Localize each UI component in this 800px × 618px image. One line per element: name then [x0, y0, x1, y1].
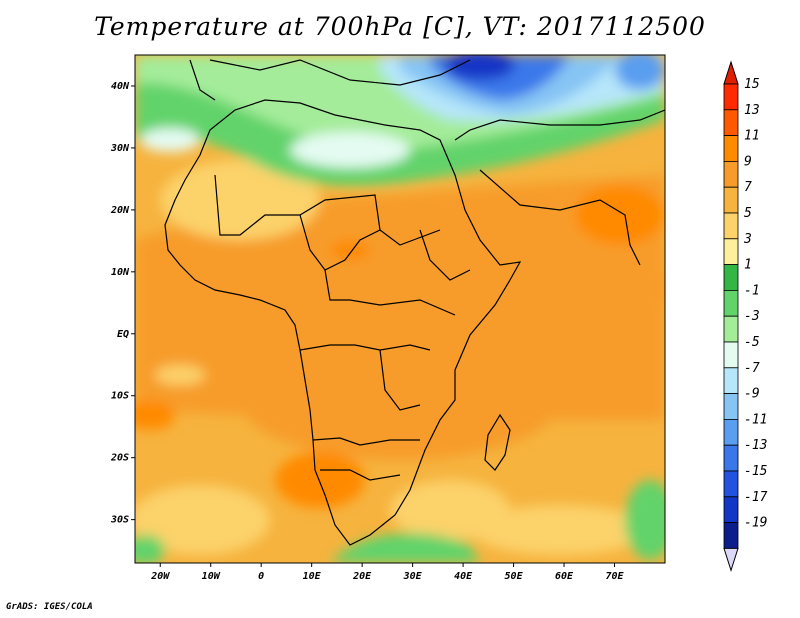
- colorbar-swatch: [723, 83, 739, 111]
- lon-tick-label: 30E: [403, 571, 423, 582]
- colorbar-swatch: [723, 186, 739, 214]
- colorbar-label: -17: [744, 490, 768, 505]
- lon-tick-label: 40E: [454, 571, 473, 582]
- colorbar-swatch: [723, 496, 739, 523]
- lat-tick-label: EQ: [117, 329, 129, 340]
- lat-tick-label: 20S: [110, 453, 129, 464]
- colorbar-swatch: [723, 289, 739, 317]
- colorbar-label: -3: [744, 309, 760, 324]
- lat-tick-label: 30N: [110, 143, 130, 154]
- coastlines: [164, 59, 665, 546]
- colorbar-top-arrow: [723, 60, 739, 85]
- colorbar: 15 13 11 9 7 5 3 1 -1 -3 -5 -7 -9 -11 -13 -15 -17 -19: [723, 60, 768, 573]
- temperature-field: [135, 55, 665, 563]
- colorbar-label: -1: [744, 283, 760, 298]
- colorbar-label: -13: [744, 438, 767, 453]
- colorbar-label: -7: [744, 361, 760, 376]
- lon-tick-label: 0: [258, 571, 264, 582]
- lat-tick-label: 30S: [110, 515, 129, 526]
- colorbar-swatch: [723, 238, 739, 266]
- lon-tick-label: 20E: [352, 571, 372, 582]
- latitude-axis: 40N 30N 20N 10N EQ 10S 20S 30S: [110, 81, 135, 526]
- lat-tick-label: 10N: [111, 267, 130, 278]
- colorbar-swatch: [723, 212, 739, 240]
- colorbar-bottom-arrow: [723, 547, 739, 573]
- colorbar-swatch: [723, 160, 739, 188]
- colorbar-swatch: [723, 393, 739, 420]
- lat-tick-label: 20N: [110, 205, 130, 216]
- colorbar-label: 15: [744, 77, 760, 92]
- colorbar-swatch: [723, 315, 739, 343]
- colorbar-swatch: [723, 470, 739, 498]
- colorbar-swatch: [723, 135, 739, 162]
- longitude-axis: 20W 10W 0 10E 20E 30E 40E 50E 60E 70E: [150, 563, 625, 582]
- colorbar-label: 3: [743, 232, 752, 247]
- colorbar-label: -5: [744, 335, 760, 350]
- colorbar-label: 7: [744, 180, 752, 195]
- lat-tick-label: 10S: [111, 391, 129, 402]
- lon-tick-label: 10E: [303, 571, 322, 582]
- credit-text: GrADS: IGES/COLA: [6, 602, 93, 612]
- lon-tick-label: 60E: [555, 571, 574, 582]
- colorbar-swatch: [723, 264, 739, 291]
- colorbar-label: 13: [744, 103, 760, 118]
- colorbar-label: -15: [744, 464, 768, 479]
- lon-tick-label: 10W: [202, 571, 221, 582]
- colorbar-label: -11: [744, 412, 767, 427]
- lat-tick-label: 40N: [111, 81, 130, 92]
- colorbar-swatch: [723, 367, 739, 394]
- lon-tick-label: 20W: [150, 571, 170, 582]
- chart-title: Temperature at 700hPa [C], VT: 201711250…: [94, 12, 706, 41]
- lon-tick-label: 50E: [505, 571, 524, 582]
- colorbar-label: 1: [744, 258, 752, 273]
- colorbar-swatch: [723, 444, 739, 472]
- colorbar-swatch: [723, 418, 739, 446]
- colorbar-swatch: [723, 522, 739, 549]
- colorbar-swatch: [723, 341, 739, 369]
- colorbar-label: 9: [744, 154, 752, 169]
- colorbar-label: 5: [744, 206, 752, 221]
- colorbar-swatch: [723, 109, 739, 137]
- lon-tick-label: 70E: [605, 571, 624, 582]
- colorbar-label: -9: [744, 387, 760, 402]
- plot-frame: [134, 54, 666, 564]
- colorbar-label: 11: [744, 129, 760, 144]
- colorbar-label: -19: [744, 516, 767, 531]
